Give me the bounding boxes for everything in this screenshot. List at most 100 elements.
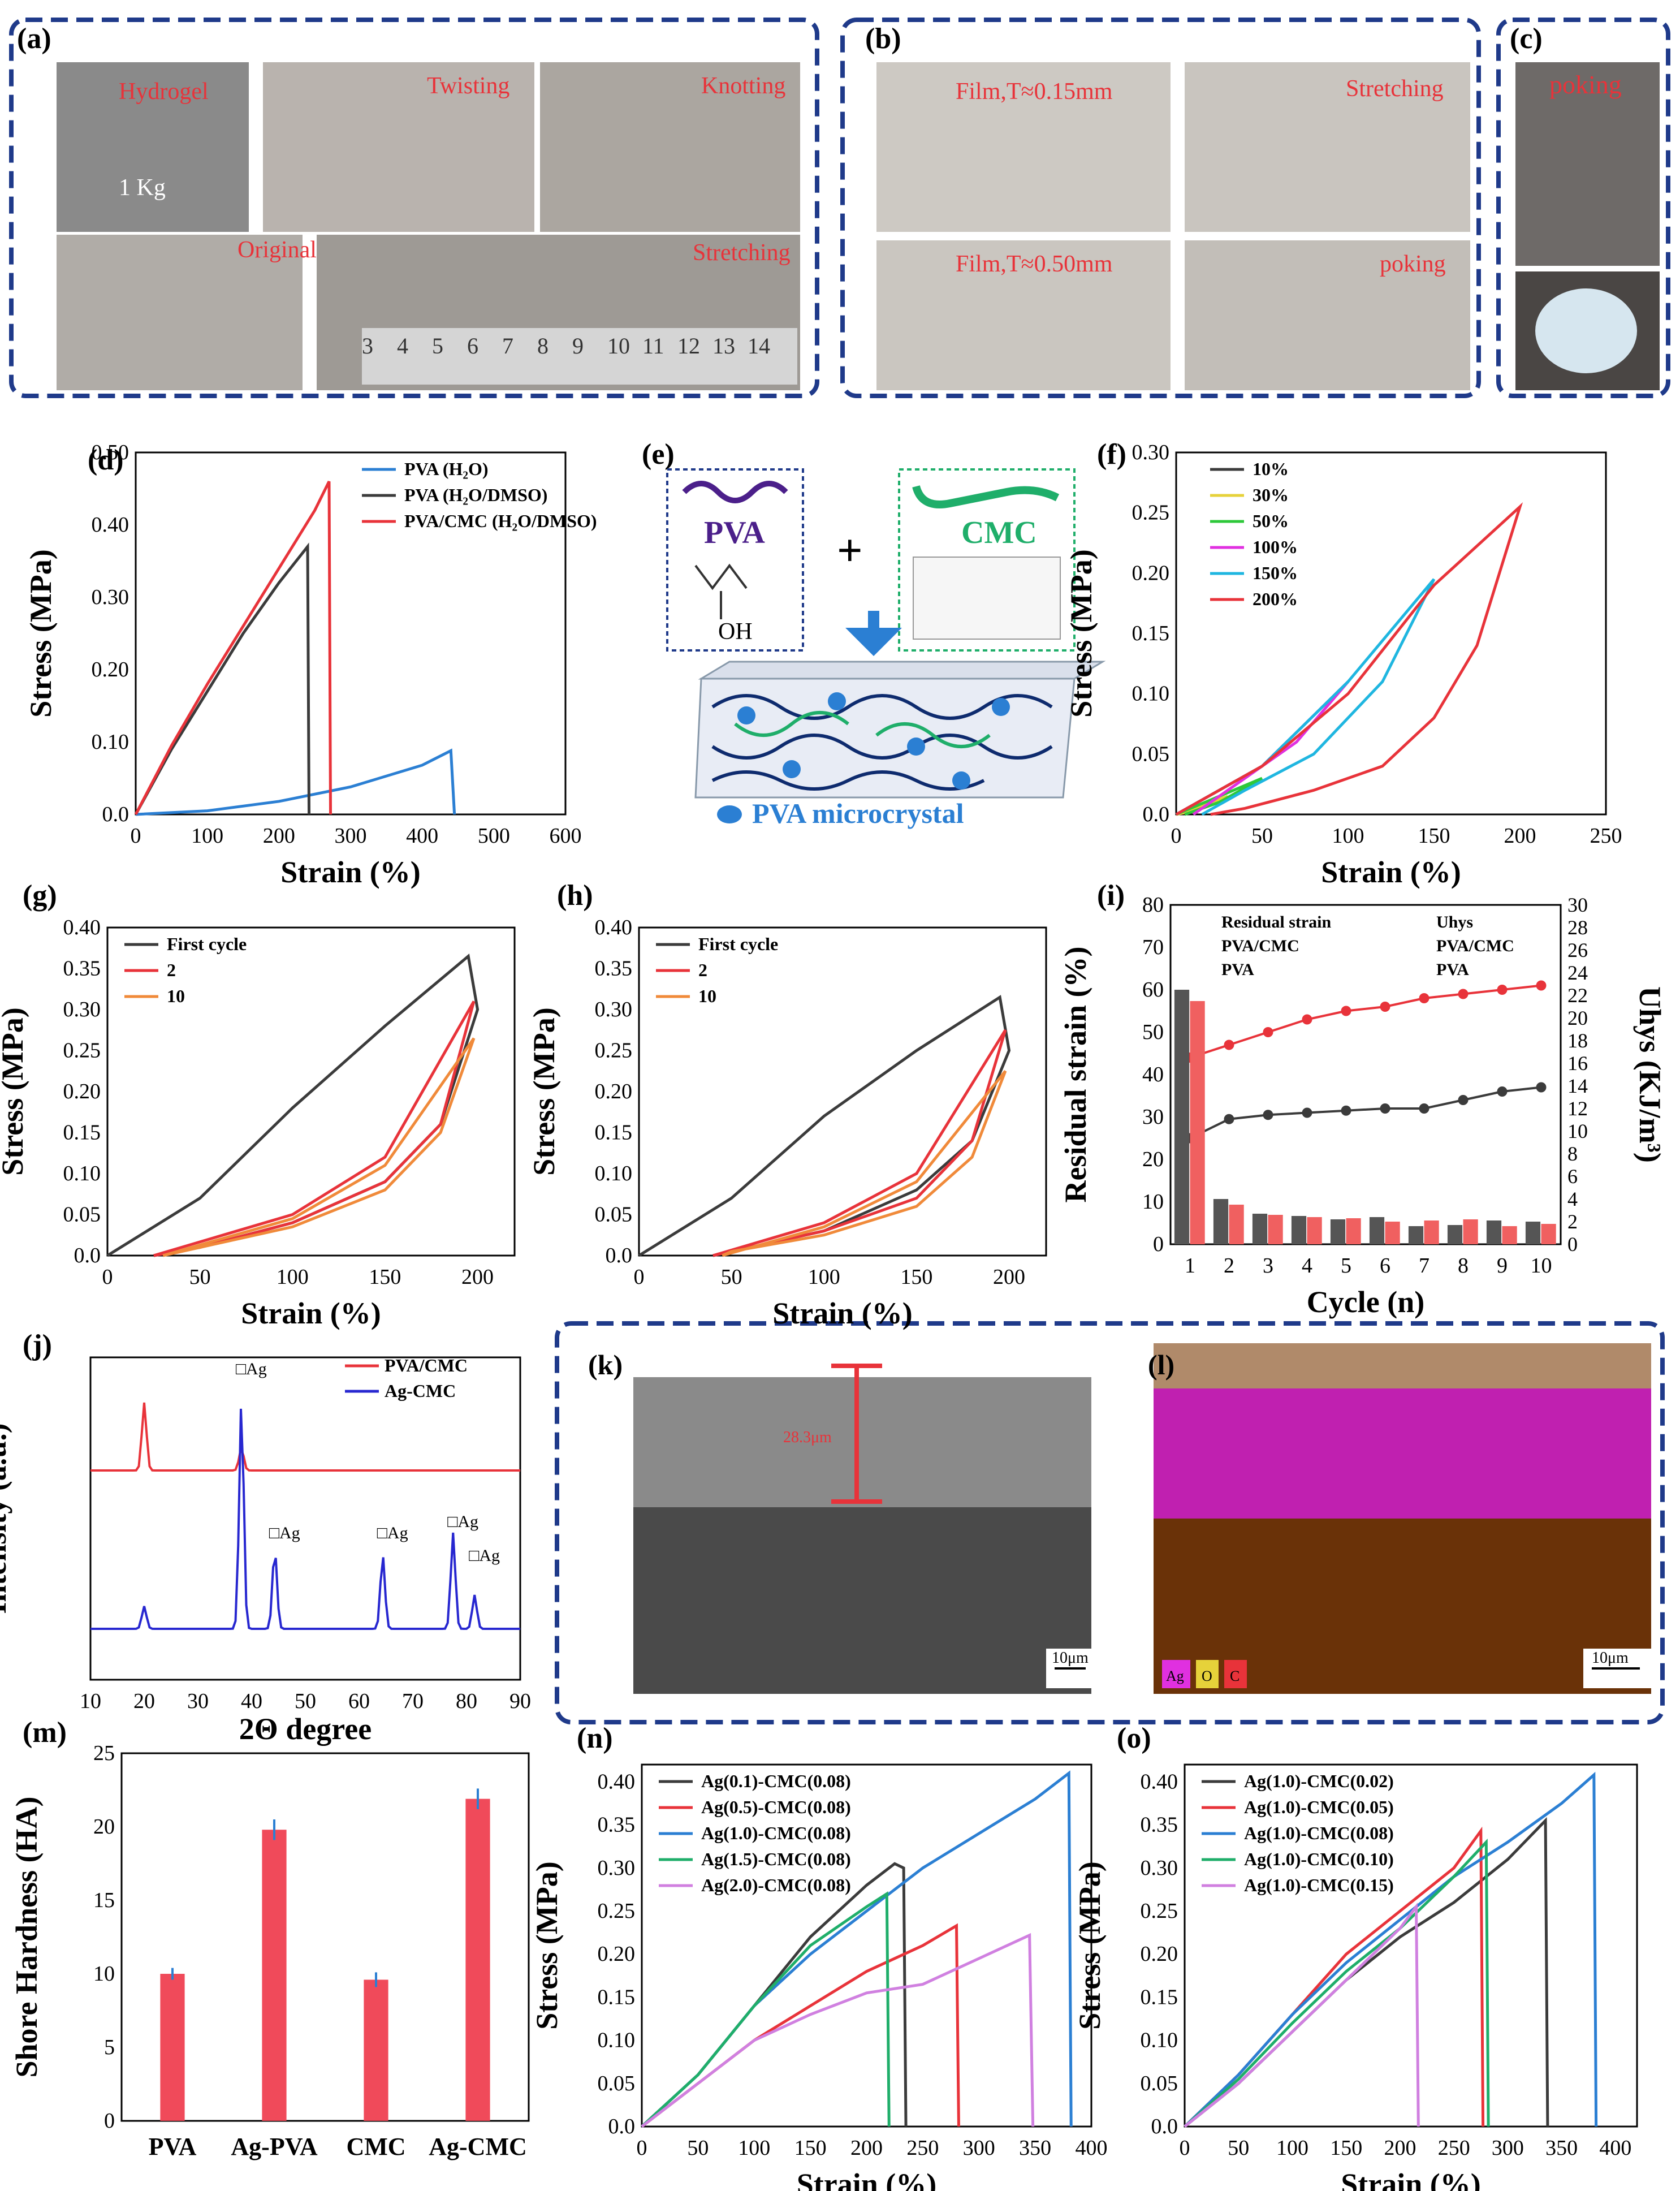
- series-line: [1175, 502, 1523, 816]
- series-line: [722, 1070, 1007, 1257]
- x-tick-label: 5: [1341, 1254, 1351, 1278]
- y-tick-label: 0.40: [595, 916, 633, 939]
- y-tick-label: 25: [93, 1741, 115, 1765]
- panel-label: (d): [88, 444, 124, 476]
- chart-n: (n) Strain (%) Stress (MPa) 0 50 100 150 200 250…: [530, 1722, 1108, 2191]
- x-tick-label: 100: [1276, 2136, 1308, 2160]
- charts: (d)Strain (%)Stress (MPa)0 100 200 300 400 50…: [0, 438, 1667, 2191]
- panel-label: (o): [1117, 1722, 1151, 1754]
- x-tick-label: 300: [335, 824, 367, 848]
- x-tick-label: 100: [738, 2136, 770, 2160]
- y2-tick-label: 0: [1567, 1233, 1578, 1256]
- panel-label: (h): [557, 879, 593, 912]
- y2-axis-label: Uhys (KJ/m³): [1633, 986, 1667, 1163]
- bar: [1213, 1199, 1229, 1244]
- y-tick-label: 0.30: [1141, 1856, 1178, 1880]
- bar: [1525, 1222, 1541, 1244]
- y-tick-label: 0.0: [1143, 803, 1170, 826]
- panel-label: (m): [23, 1716, 67, 1749]
- y2-tick-label: 26: [1567, 939, 1588, 961]
- y-tick-label: 0.15: [63, 1121, 101, 1145]
- legend-label: Ag(2.0)-CMC(0.08): [701, 1875, 851, 1895]
- series-line: [134, 542, 311, 816]
- y-tick-label: 0.0: [606, 1244, 633, 1267]
- x-tick-label: 8: [1458, 1254, 1469, 1278]
- caption-b-poking: poking: [1380, 251, 1446, 277]
- point: [1302, 1107, 1312, 1118]
- x-tick-label: 200: [461, 1265, 494, 1289]
- legend-label: PVA: [1436, 960, 1469, 979]
- point: [1380, 1103, 1390, 1114]
- panel-l-label: (l): [1148, 1349, 1174, 1381]
- ruler-number: 10: [607, 333, 630, 359]
- x-tick-label: 200: [263, 824, 295, 848]
- x-tick-label: 400: [1076, 2136, 1108, 2160]
- y2-tick-label: 22: [1567, 984, 1588, 1007]
- y2-tick-label: 10: [1567, 1120, 1588, 1142]
- x-tick-label: 350: [1019, 2136, 1051, 2160]
- bar: [1463, 1219, 1478, 1244]
- x-tick-label: CMC: [346, 2133, 405, 2160]
- x-tick-label: 350: [1545, 2136, 1578, 2160]
- x-tick-label: 0: [1171, 824, 1182, 848]
- caption-1kg: 1 Kg: [119, 175, 166, 201]
- chart-d: (d) Strain (%) Stress (MPa) 0 100 200 300 400 50…: [24, 441, 597, 889]
- x-tick-label: 150: [369, 1265, 401, 1289]
- legend-label: 10: [167, 986, 185, 1006]
- x-tick-label: 100: [191, 824, 223, 848]
- legend-label: Ag-CMC: [385, 1381, 456, 1401]
- y-tick-label: 0.40: [1141, 1770, 1178, 1793]
- panel-c-label: (c): [1510, 23, 1543, 55]
- x-tick-label: 400: [1599, 2136, 1631, 2160]
- y2-tick-label: 28: [1567, 916, 1588, 939]
- y-tick-label: 0: [104, 2109, 115, 2133]
- bar: [1252, 1214, 1268, 1244]
- y-tick-label: 0.20: [63, 1080, 101, 1103]
- y-axis-label: Stress (MPa): [1073, 1861, 1107, 2029]
- y-tick-label: 0.30: [63, 998, 101, 1021]
- y-tick-label: 0.35: [595, 957, 633, 981]
- panel-c-photos: poking: [1515, 62, 1660, 390]
- y-tick-label: 0.30: [595, 998, 633, 1021]
- y-tick-label: 0.0: [608, 2115, 636, 2138]
- ruler-number: 9: [572, 333, 584, 359]
- legend-label: Ag(1.0)-CMC(0.15): [1244, 1875, 1394, 1895]
- x-tick-label: 30: [187, 1689, 209, 1713]
- x-tick-label: 0: [637, 2136, 647, 2160]
- x-tick-label: 100: [277, 1265, 309, 1289]
- x-tick-label: 250: [1590, 824, 1622, 848]
- x-tick-label: 50: [721, 1265, 742, 1289]
- bar: [1330, 1219, 1346, 1244]
- series-line: [134, 481, 332, 816]
- bar: [1346, 1218, 1361, 1244]
- schematic-e: (e) PVA OH + CMC PVA microcrystal: [642, 438, 1106, 829]
- point: [1458, 1095, 1469, 1105]
- legend-label: PVA (H₂O): [404, 459, 489, 479]
- x-axis-label: Strain (%): [280, 855, 420, 889]
- legend-label: Residual strain: [1221, 913, 1332, 931]
- x-tick-label: 150: [1330, 2136, 1362, 2160]
- panel-b-photos: Film,T≈0.15mm Stretching Film,T≈0.50mm p…: [876, 62, 1470, 390]
- bar: [1502, 1226, 1517, 1244]
- y-tick-label: 0.25: [63, 1039, 101, 1063]
- legend-label: First cycle: [167, 934, 247, 954]
- x-tick-label: 300: [1492, 2136, 1524, 2160]
- point: [1341, 1006, 1351, 1016]
- series-line: [1189, 984, 1541, 1059]
- x-tick-label: 9: [1497, 1254, 1508, 1278]
- series-line: [1175, 578, 1436, 816]
- x-tick-label: 20: [133, 1689, 155, 1713]
- y-tick-label: 0.10: [63, 1162, 101, 1185]
- sem-thickness-label: 28.3μm: [783, 1429, 832, 1446]
- panel-label: (i): [1097, 879, 1125, 912]
- legend-label: First cycle: [698, 934, 778, 954]
- y-tick-label: 0.25: [595, 1039, 633, 1063]
- y-tick-label: 0.10: [595, 1162, 633, 1185]
- legend-label: Ag(1.0)-CMC(0.08): [701, 1823, 851, 1843]
- y-tick-label: 10: [93, 1962, 115, 1986]
- legend-label: PVA: [1221, 960, 1254, 979]
- y-tick-label: 0.35: [1141, 1813, 1178, 1837]
- peak-label: □Ag: [269, 1524, 300, 1542]
- chart-i: (i) Cycle (n) Residual strain (%) Uhys (KJ/…: [1059, 879, 1667, 1319]
